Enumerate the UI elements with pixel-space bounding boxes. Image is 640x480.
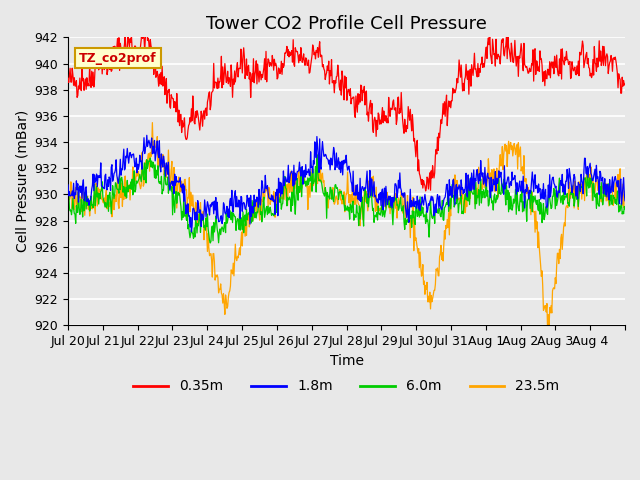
Title: Tower CO2 Profile Cell Pressure: Tower CO2 Profile Cell Pressure bbox=[206, 15, 487, 33]
Text: TZ_co2prof: TZ_co2prof bbox=[79, 52, 157, 65]
X-axis label: Time: Time bbox=[330, 354, 364, 368]
Y-axis label: Cell Pressure (mBar): Cell Pressure (mBar) bbox=[15, 110, 29, 252]
Legend: 0.35m, 1.8m, 6.0m, 23.5m: 0.35m, 1.8m, 6.0m, 23.5m bbox=[128, 374, 565, 399]
